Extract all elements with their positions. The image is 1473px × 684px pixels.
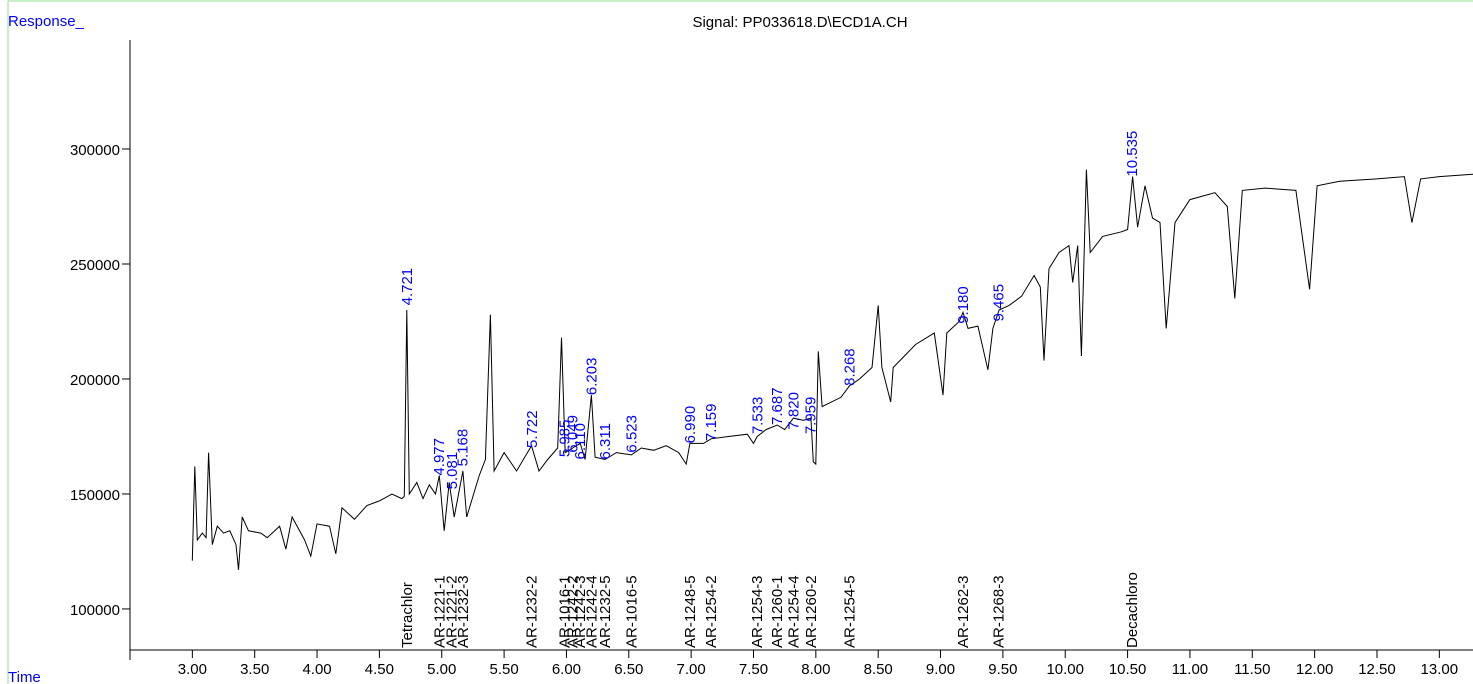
x-tick-label: 3.00 — [178, 661, 207, 678]
peak-label: 9.180 — [955, 286, 972, 324]
x-tick-label: 13.00 — [1421, 661, 1459, 678]
compound-label: AR-1262-3 — [955, 575, 972, 648]
compound-label: AR-1242-4 — [583, 575, 600, 648]
x-tick-label: 12.50 — [1358, 661, 1396, 678]
peak-label: 6.049 — [565, 415, 582, 453]
y-tick-label: 300000 — [70, 142, 120, 159]
x-tick-label: 7.00 — [677, 661, 706, 678]
peak-label: 9.465 — [991, 284, 1008, 322]
peak-label: 6.990 — [682, 406, 699, 444]
x-tick-label: 4.50 — [365, 661, 394, 678]
peak-label: 5.985 — [557, 420, 574, 458]
compound-label: AR-1242-2 — [565, 575, 582, 648]
compound-label: AR-1268-3 — [991, 575, 1008, 648]
compound-label: AR-1016-1 — [557, 575, 574, 648]
compound-label: AR-1254-4 — [785, 575, 802, 648]
compound-label: AR-1254-3 — [749, 575, 766, 648]
peak-label: 6.311 — [597, 423, 614, 459]
peak-label: 7.687 — [769, 387, 786, 425]
peak-label: 4.977 — [431, 438, 448, 476]
x-tick-label: 6.50 — [614, 661, 643, 678]
compound-label: AR-1260-1 — [769, 575, 786, 648]
peak-label: 5.722 — [524, 410, 541, 448]
compound-label: Tetrachlor — [399, 582, 416, 648]
compound-label: AR-1221-2 — [444, 575, 461, 648]
peak-label: 7.159 — [703, 404, 720, 442]
x-tick-label: 10.50 — [1109, 661, 1147, 678]
compound-label: AR-1248-5 — [682, 575, 699, 648]
peak-label: 5.168 — [455, 429, 472, 467]
x-tick-label: 5.50 — [489, 661, 518, 678]
x-tick-label: 10.00 — [1046, 661, 1084, 678]
x-tick-label: 8.50 — [864, 661, 893, 678]
compound-label: AR-1242-3 — [572, 575, 589, 648]
compound-label: AR-1221-1 — [431, 575, 448, 648]
compound-label: Decachloro — [1124, 572, 1141, 648]
x-tick-label: 11.00 — [1172, 661, 1208, 678]
compound-label: AR-1232-5 — [597, 575, 614, 648]
peak-label: 6.523 — [624, 415, 641, 453]
peak-label: 7.533 — [750, 397, 767, 435]
x-tick-label: 9.00 — [926, 661, 955, 678]
x-tick-label: 9.50 — [988, 661, 1017, 678]
x-tick-label: 12.00 — [1296, 661, 1334, 678]
peak-label: 6.110 — [572, 423, 589, 459]
compound-label: AR-1254-2 — [703, 575, 720, 648]
x-tick-label: 6.00 — [552, 661, 581, 678]
signal-trace — [191, 169, 1473, 570]
compound-label: AR-1260-2 — [803, 575, 820, 648]
x-tick-label: 8.00 — [801, 661, 830, 678]
peak-label: 6.203 — [584, 358, 601, 396]
peak-label: 5.081 — [444, 452, 461, 490]
peak-label: 4.721 — [399, 268, 416, 306]
chart-title: Signal: PP033618.D\ECD1A.CH — [692, 14, 907, 31]
x-axis-label: Time — [8, 669, 41, 684]
peak-label: 7.820 — [785, 392, 802, 430]
y-tick-label: 150000 — [70, 487, 120, 504]
y-tick-label: 200000 — [70, 372, 120, 389]
peak-label: 8.268 — [841, 348, 858, 386]
compound-label: AR-1016-5 — [623, 575, 640, 648]
compound-label: AR-1232-2 — [524, 575, 541, 648]
x-tick-label: 3.50 — [240, 661, 269, 678]
peak-label: 10.535 — [1124, 131, 1141, 177]
peak-label: 7.959 — [803, 397, 820, 435]
y-tick-label: 100000 — [70, 602, 120, 619]
y-axis-label: Response_ — [8, 13, 85, 30]
y-tick-label: 250000 — [70, 257, 120, 274]
x-tick-label: 11.50 — [1234, 661, 1270, 678]
x-tick-label: 4.00 — [302, 661, 331, 678]
x-tick-label: 7.50 — [739, 661, 768, 678]
compound-label: AR-1254-5 — [842, 575, 859, 648]
compound-label: AR-1232-3 — [455, 575, 472, 648]
x-tick-label: 5.00 — [427, 661, 456, 678]
